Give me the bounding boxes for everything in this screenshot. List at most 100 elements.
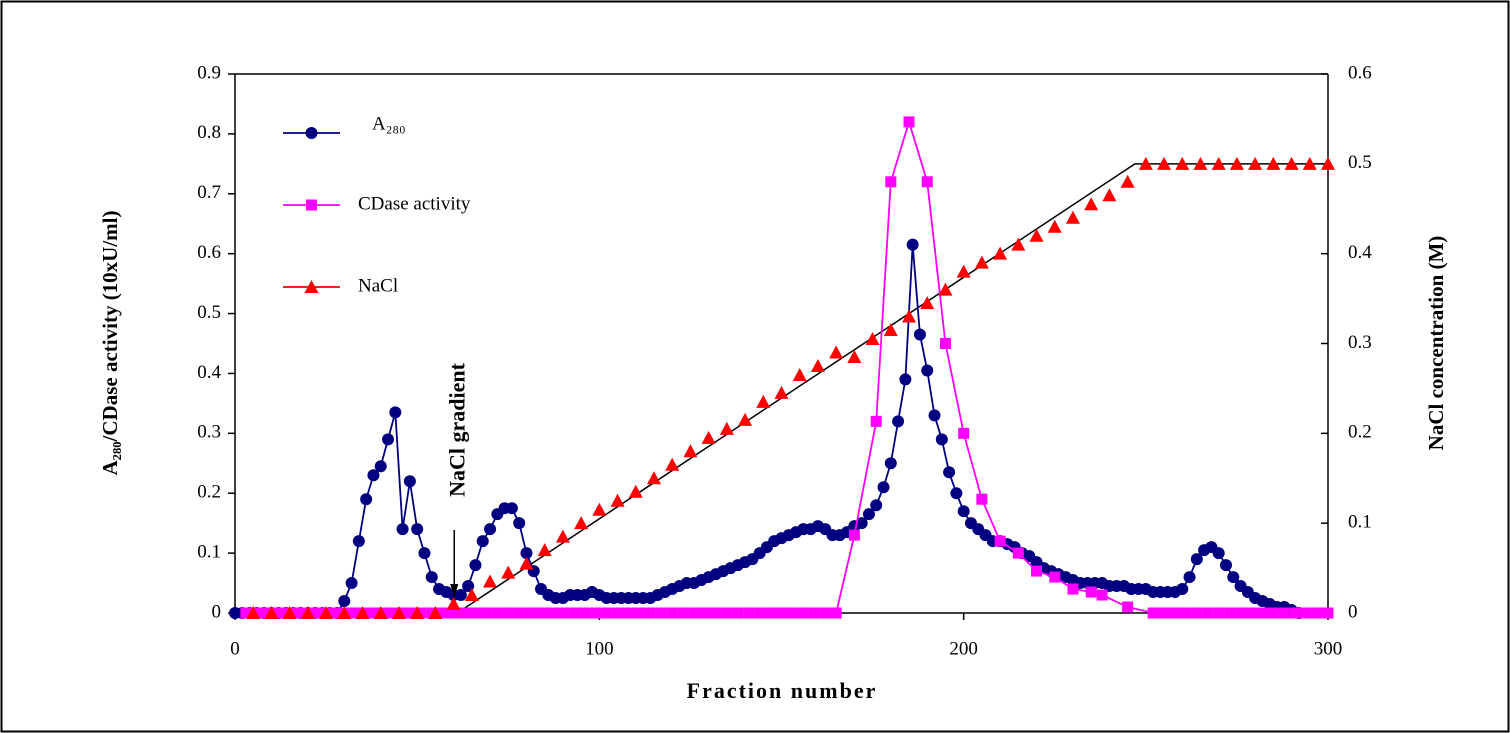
point [459,607,471,619]
point [382,607,394,619]
point [483,574,498,588]
point [373,606,388,619]
point [677,607,689,619]
y2-tick-label: 0.5 [1348,152,1372,173]
point [1224,607,1236,619]
point [1229,156,1244,170]
point [411,523,424,536]
point [974,255,989,269]
point [1011,237,1026,251]
point [1311,607,1323,619]
point [557,607,569,619]
legend-marker [304,280,319,293]
legend-marker [305,127,318,139]
point [743,607,755,619]
point [913,328,926,341]
point [1176,583,1189,596]
y2-tick-label: 0 [1348,601,1358,622]
point [935,433,948,446]
point [1300,607,1312,619]
y-tick-label: 0.1 [197,541,221,562]
legend-label: NaCl [358,275,398,296]
point [1213,607,1225,619]
y2-tick-label: 0.3 [1348,332,1372,353]
point [958,427,970,439]
point [738,412,753,426]
point [448,607,460,619]
point [519,556,534,570]
point [797,607,809,619]
x-tick-label: 100 [585,638,614,659]
y-tick-label: 0.2 [197,482,221,503]
point [1065,210,1080,224]
point [1219,559,1232,572]
point [1067,583,1079,595]
series-line [235,244,1300,614]
point [1193,156,1208,170]
point [601,607,613,619]
point [1029,228,1044,242]
point [1266,156,1281,170]
point [1191,607,1203,619]
point [792,367,807,381]
point [688,607,700,619]
point [899,373,912,386]
point [993,246,1008,260]
y2-tick-label: 0.6 [1348,62,1372,83]
point [464,588,479,602]
point [1202,607,1214,619]
point [1157,156,1172,170]
point [337,606,352,619]
gradient-line [456,163,1328,614]
point [1278,607,1290,619]
point [546,607,558,619]
point [786,607,798,619]
point [404,607,416,619]
point [355,606,370,619]
point [655,607,667,619]
point [612,607,624,619]
point [855,517,868,530]
point [950,487,963,500]
point [877,481,890,494]
point [537,543,552,557]
point [756,394,771,408]
x-tick-label: 200 [949,638,978,659]
x-axis-title: Fraction number [687,678,878,703]
point [994,535,1006,547]
point [1289,607,1301,619]
point [327,607,339,619]
point [403,475,416,488]
point [1284,156,1299,170]
point [610,493,625,507]
point [246,606,261,619]
point [396,523,409,536]
point [829,345,844,359]
point [976,493,988,505]
point [476,535,489,548]
point [646,471,661,485]
point [683,444,698,458]
point [349,607,361,619]
point [1302,156,1317,170]
point [943,466,956,479]
point [273,607,285,619]
point [622,607,634,619]
point [367,469,380,482]
point [418,547,431,560]
point [892,415,905,428]
point [382,433,395,446]
y2-tick-label: 0.1 [1348,512,1372,533]
point [666,607,678,619]
point [1169,607,1181,619]
point [345,577,358,590]
point [1256,607,1268,619]
point [590,607,602,619]
point [701,430,716,444]
point [721,607,733,619]
point [939,338,951,349]
point [1248,156,1263,170]
point [1147,607,1159,619]
point [1120,174,1135,188]
